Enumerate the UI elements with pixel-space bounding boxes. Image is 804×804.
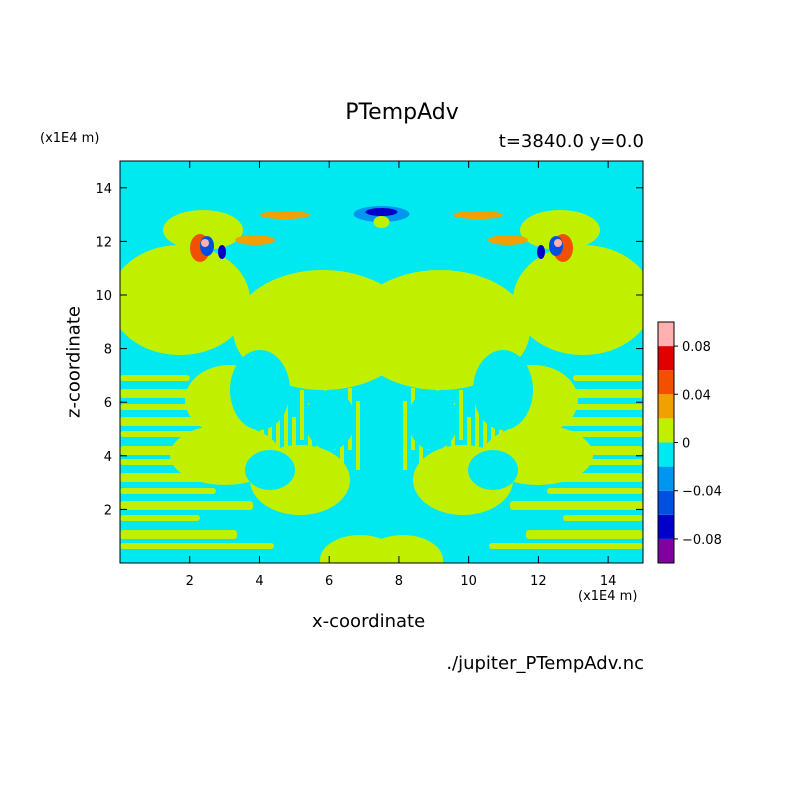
contour-stripe: [515, 419, 519, 480]
contour-band: [120, 543, 274, 549]
contour-plot-area: [119, 160, 644, 564]
contour-band: [120, 417, 211, 426]
contour-feature: [235, 235, 275, 245]
contour-field: [120, 206, 643, 563]
contour-band: [489, 543, 643, 549]
colorbar-tick-label: 0.04: [682, 388, 711, 403]
contour-region: [513, 245, 643, 355]
contour-stripe: [403, 401, 407, 470]
colorbar-segment: [658, 466, 674, 491]
contour-region: [305, 390, 355, 450]
contour-feature: [218, 245, 226, 259]
x-tick-label: 4: [255, 574, 263, 589]
contour-stripe: [228, 393, 232, 440]
x-tick-label: 6: [325, 574, 333, 589]
contour-stripe: [316, 416, 320, 480]
colorbar-segment: [658, 370, 674, 395]
contour-feature: [537, 245, 545, 259]
x-axis-unit: (x1E4 m): [578, 589, 638, 604]
contour-stripe: [284, 404, 288, 470]
y-tick-label: 8: [104, 343, 112, 358]
contour-stripe: [292, 417, 296, 460]
contour-feature: [201, 239, 209, 247]
contour-feature: [365, 208, 398, 216]
contour-band: [526, 530, 643, 539]
contour-band: [120, 501, 253, 510]
contour-region: [408, 390, 458, 450]
contour-region: [468, 450, 518, 490]
y-tick-label: 14: [95, 182, 112, 197]
y-tick-label: 12: [95, 235, 112, 250]
colorbar-tick-label: −0.04: [682, 485, 722, 500]
contour-region: [245, 450, 295, 490]
contour-stripe: [491, 418, 495, 470]
contour-feature: [373, 216, 390, 228]
colorbar-tick-label: 0: [682, 437, 690, 452]
contour-stripe: [531, 393, 535, 440]
contour-region: [230, 350, 290, 430]
contour-band: [547, 488, 643, 494]
time-label: t=3840.0 y=0.0: [498, 131, 644, 152]
colorbar-segment: [658, 394, 674, 419]
contour-band: [573, 375, 643, 381]
contour-band: [120, 488, 216, 494]
y-axis-unit: (x1E4 m): [40, 131, 100, 146]
colorbar-segment: [658, 514, 674, 539]
contour-stripe: [467, 417, 471, 460]
contour-band: [120, 375, 190, 381]
colorbar-tick-label: −0.08: [682, 533, 722, 548]
contour-band: [510, 501, 643, 510]
contour-stripe: [220, 380, 224, 420]
contour-region: [520, 210, 600, 250]
contour-stripe: [236, 406, 240, 460]
contour-feature: [453, 211, 503, 219]
contour-band: [120, 530, 237, 539]
x-tick-label: 2: [186, 574, 194, 589]
y-tick-label: 2: [104, 503, 112, 518]
colorbar-tick-label: 0.08: [682, 340, 711, 355]
contour-stripe: [268, 418, 272, 470]
colorbar-segment: [658, 442, 674, 467]
colorbar-segment: [658, 418, 674, 443]
source-file-label: ./jupiter_PTempAdv.nc: [446, 653, 644, 674]
contour-region: [363, 535, 443, 563]
contour-feature: [488, 235, 528, 245]
colorbar-segment: [658, 490, 674, 515]
contour-stripe: [443, 416, 447, 480]
x-tick-label: 8: [395, 574, 403, 589]
y-tick-label: 4: [104, 450, 112, 465]
contour-feature: [554, 239, 562, 247]
y-axis: 2 4 6 8 10 12 14: [95, 182, 643, 518]
contour-band: [120, 515, 200, 521]
x-tick-label: 14: [600, 574, 617, 589]
contour-band: [563, 515, 643, 521]
contour-stripe: [300, 390, 304, 440]
x-tick-label: 10: [460, 574, 477, 589]
contour-stripe: [475, 404, 479, 470]
contour-region: [120, 245, 250, 355]
x-tick-label: 12: [530, 574, 547, 589]
contour-stripe: [356, 401, 360, 470]
contour-stripe: [459, 390, 463, 440]
y-tick-label: 10: [95, 289, 112, 304]
contour-stripe: [244, 419, 248, 480]
contour-stripe: [539, 380, 543, 420]
x-axis: 2 4 6 8 10 12 14: [186, 161, 617, 589]
x-axis-label: x-coordinate: [312, 611, 426, 632]
colorbar: 0.08 0.04 0 −0.04 −0.08: [657, 321, 722, 564]
contour-stripe: [523, 406, 527, 460]
plot-frame: [119, 160, 644, 564]
colorbar-segment: [658, 322, 674, 347]
contour-band: [552, 417, 643, 426]
y-tick-label: 6: [104, 396, 112, 411]
contour-region: [473, 350, 533, 430]
chart-title: PTempAdv: [345, 100, 459, 125]
colorbar-segment: [658, 346, 674, 371]
contour-region: [163, 210, 243, 250]
contour-feature: [260, 211, 310, 219]
colorbar-segment: [658, 538, 674, 563]
